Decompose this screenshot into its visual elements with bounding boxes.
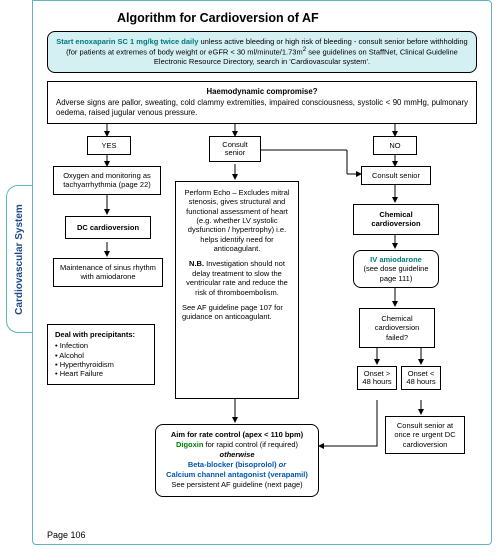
onset-lt48-box: Onset < 48 hours bbox=[401, 366, 441, 391]
precip-title: Deal with precipitants: bbox=[55, 330, 147, 339]
flow-area: YES Consult senior NO Oxygen and monitor… bbox=[47, 124, 477, 519]
iv-amio-sub: (see dose guideline page 111) bbox=[363, 264, 428, 282]
chem-cv-label: Chemical cardioversion bbox=[371, 210, 420, 228]
failed-label: Chemical cardioversion failed? bbox=[375, 314, 420, 342]
sidebar-label: Cardiovascular System bbox=[14, 204, 25, 315]
page-number: Page 106 bbox=[47, 530, 86, 540]
no-box: NO bbox=[373, 136, 417, 155]
precip-3: Heart Failure bbox=[60, 369, 103, 378]
iv-amiodarone-box: IV amiodarone (see dose guideline page 1… bbox=[353, 250, 439, 288]
maint-label: Maintenance of sinus rhythm with amiodar… bbox=[60, 263, 156, 281]
rate-l5: Calcium channel antagonist (verapamil) bbox=[162, 470, 312, 480]
page-title: Algorithm for Cardioversion of AF bbox=[117, 11, 477, 25]
precipitants-box: Deal with precipitants: • Infection • Al… bbox=[47, 324, 155, 385]
rate-l6: See persistent AF guideline (next page) bbox=[162, 480, 312, 490]
urgent-box: Consult senior at once re urgent DC card… bbox=[385, 416, 465, 454]
echo-p1: Perform Echo – Excludes mitral stenosis,… bbox=[182, 188, 292, 254]
iv-amio-label: IV amiodarone bbox=[370, 255, 422, 264]
rate-or: or bbox=[279, 460, 287, 469]
precip-0: Infection bbox=[60, 341, 88, 350]
haemo-box: Haemodynamic compromise? Adverse signs a… bbox=[47, 81, 477, 124]
start-box: Start enoxaparin SC 1 mg/kg twice daily … bbox=[47, 31, 477, 73]
echo-box: Perform Echo – Excludes mitral stenosis,… bbox=[175, 181, 299, 399]
rate-l3: otherwise bbox=[162, 450, 312, 460]
haemo-title: Haemodynamic compromise? bbox=[56, 87, 468, 97]
rate-control-box: Aim for rate control (apex < 110 bpm) Di… bbox=[155, 424, 319, 497]
precip-item: • Heart Failure bbox=[55, 369, 147, 378]
rate-l2b: for rapid control (if required) bbox=[203, 440, 298, 449]
onset-lt-label: Onset < 48 hours bbox=[406, 369, 435, 386]
onset-gt-label: Onset > 48 hours bbox=[362, 369, 391, 386]
precip-item: • Infection bbox=[55, 341, 147, 350]
failed-box: Chemical cardioversion failed? bbox=[359, 308, 435, 348]
chemical-cv-box: Chemical cardioversion bbox=[353, 204, 439, 235]
rate-l1: Aim for rate control (apex < 110 bpm) bbox=[162, 430, 312, 440]
echo-nb: N.B. bbox=[189, 259, 204, 268]
onset-gt48-box: Onset > 48 hours bbox=[357, 366, 397, 391]
page: Algorithm for Cardioversion of AF Start … bbox=[32, 0, 492, 545]
rate-otherwise: otherwise bbox=[219, 450, 254, 459]
consult-mid-label: Consult senior bbox=[222, 140, 247, 157]
sidebar-tab: Cardiovascular System bbox=[6, 185, 32, 333]
haemo-body: Adverse signs are pallor, sweating, cold… bbox=[56, 98, 468, 117]
rate-l2: Digoxin bbox=[176, 440, 204, 449]
oxygen-label: Oxygen and monitoring as tachyarrhythmia… bbox=[63, 171, 151, 189]
yes-box: YES bbox=[87, 136, 131, 155]
precip-list: • Infection • Alcohol • Hyperthyroidism … bbox=[55, 341, 147, 379]
maintenance-box: Maintenance of sinus rhythm with amiodar… bbox=[53, 258, 163, 287]
yes-label: YES bbox=[101, 141, 116, 150]
precip-2: Hyperthyroidism bbox=[60, 360, 114, 369]
urgent-label: Consult senior at once re urgent DC card… bbox=[394, 421, 455, 449]
dc-cardioversion-box: DC cardioversion bbox=[65, 216, 151, 239]
start-highlight: Start enoxaparin SC 1 mg/kg twice daily bbox=[56, 37, 198, 46]
rate-l4: Beta-blocker (bisoprolol) bbox=[188, 460, 279, 469]
echo-p2-wrap: N.B. Investigation should not delay trea… bbox=[182, 259, 292, 297]
oxygen-box: Oxygen and monitoring as tachyarrhythmia… bbox=[53, 166, 161, 195]
rate-l4-wrap: Beta-blocker (bisoprolol) or bbox=[162, 460, 312, 470]
precip-item: • Alcohol bbox=[55, 351, 147, 360]
consult-right-label: Consult senior bbox=[372, 171, 420, 180]
rate-l2-wrap: Digoxin for rapid control (if required) bbox=[162, 440, 312, 450]
dc-label: DC cardioversion bbox=[77, 223, 139, 232]
no-label: NO bbox=[389, 141, 400, 150]
precip-item: • Hyperthyroidism bbox=[55, 360, 147, 369]
precip-1: Alcohol bbox=[59, 351, 84, 360]
consult-senior-mid: Consult senior bbox=[209, 136, 261, 163]
echo-p3: See AF guideline page 107 for guidance o… bbox=[182, 303, 292, 322]
consult-senior-right: Consult senior bbox=[361, 166, 431, 185]
